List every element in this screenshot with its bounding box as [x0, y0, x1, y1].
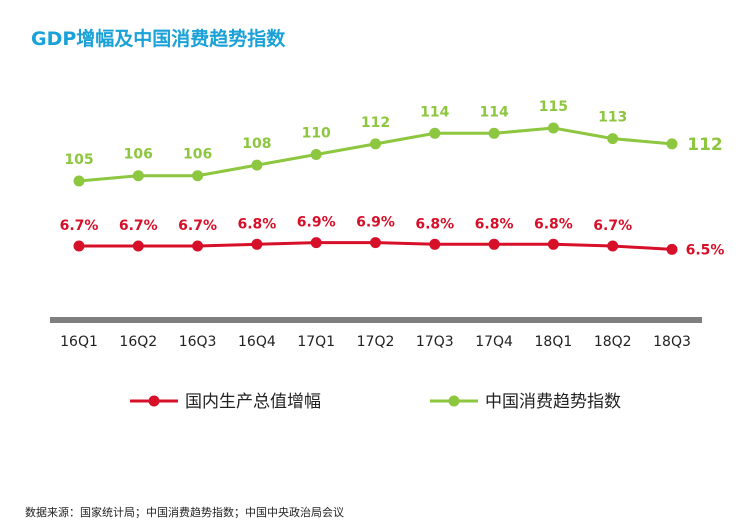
data-label: 6.8%	[475, 216, 514, 232]
data-label: 6.9%	[356, 215, 395, 231]
legend-marker	[448, 395, 460, 407]
data-label: 110	[302, 126, 331, 142]
data-point	[310, 237, 322, 249]
data-point	[370, 138, 381, 150]
data-label: 6.8%	[534, 216, 573, 232]
data-point	[192, 170, 204, 182]
data-point	[251, 159, 263, 171]
x-tick-label: 17Q1	[297, 334, 335, 350]
x-tick-label: 16Q1	[60, 334, 98, 350]
x-tick-label: 18Q1	[535, 334, 573, 350]
legend-label: 中国消费趋势指数	[485, 392, 621, 412]
x-tick-label: 18Q3	[653, 334, 691, 350]
data-label: 105	[64, 152, 93, 168]
data-label: 108	[242, 136, 271, 152]
data-point	[547, 122, 559, 134]
series-line-1	[78, 126, 673, 183]
x-tick-label: 17Q4	[475, 334, 513, 350]
data-label: 6.7%	[60, 218, 99, 234]
data-point	[607, 133, 619, 145]
data-label: 6.8%	[237, 216, 276, 232]
data-label: 6.5%	[686, 242, 725, 258]
data-point	[73, 175, 85, 187]
x-tick-label: 16Q2	[119, 334, 157, 350]
data-label: 112	[361, 115, 390, 131]
data-point	[488, 238, 500, 250]
data-point	[607, 240, 619, 252]
data-point	[370, 237, 381, 249]
data-point	[132, 240, 144, 252]
data-point	[666, 243, 678, 255]
chart-title: GDP增幅及中国消费趋势指数	[31, 28, 286, 50]
source-note: 数据来源：国家统计局；中国消费趋势指数；中国中央政治局会议	[25, 506, 344, 519]
legend-marker	[148, 395, 160, 407]
data-point	[310, 149, 322, 160]
data-label: 106	[183, 147, 212, 163]
data-point	[132, 170, 144, 182]
x-tick-label: 18Q2	[594, 334, 632, 350]
legend-label: 国内生产总值增幅	[185, 392, 321, 412]
data-label: 6.7%	[593, 218, 632, 234]
data-point	[429, 127, 441, 139]
data-point	[666, 138, 678, 150]
data-point	[251, 238, 263, 250]
x-tick-label: 17Q3	[416, 334, 454, 350]
data-point	[547, 238, 559, 250]
data-point	[429, 238, 441, 250]
data-point	[73, 240, 85, 252]
data-label: 112	[687, 135, 723, 155]
x-tick-label: 17Q2	[357, 334, 395, 350]
data-label: 6.7%	[178, 218, 217, 234]
data-label: 114	[479, 104, 508, 120]
data-point	[488, 127, 500, 139]
data-label: 115	[539, 99, 568, 115]
data-label: 113	[598, 110, 627, 126]
data-label: 6.7%	[119, 218, 158, 234]
data-label: 6.8%	[415, 216, 454, 232]
data-point	[192, 240, 204, 252]
data-label: 114	[420, 104, 449, 120]
data-label: 6.9%	[297, 215, 336, 231]
data-label: 106	[124, 147, 153, 163]
x-axis	[50, 317, 702, 323]
x-tick-label: 16Q3	[179, 334, 217, 350]
x-tick-label: 16Q4	[238, 334, 276, 350]
